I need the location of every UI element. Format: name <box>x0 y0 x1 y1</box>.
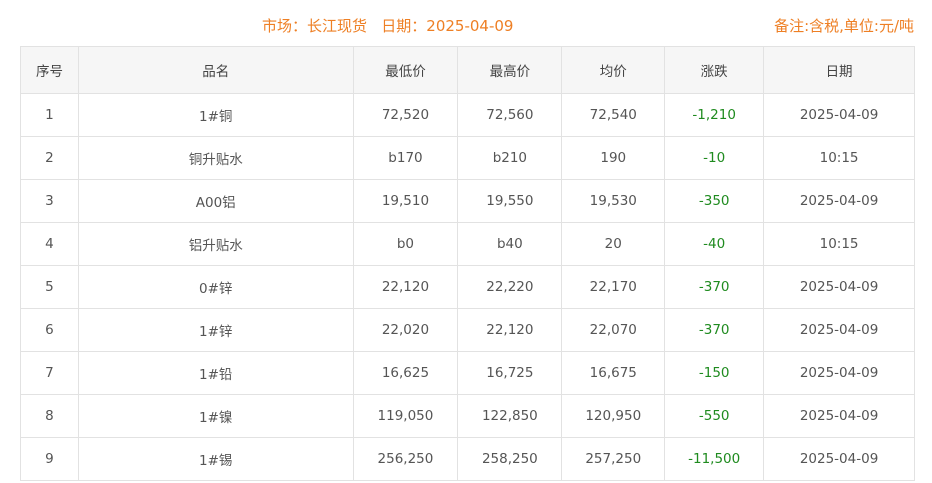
cell-date: 2025-04-09 <box>763 265 915 309</box>
cell-avg: 20 <box>561 222 666 266</box>
cell-index: 6 <box>20 308 79 352</box>
table-row: 2 铜升贴水 b170 b210 190 -10 10:15 <box>20 136 915 180</box>
cell-date: 2025-04-09 <box>763 351 915 395</box>
cell-date: 2025-04-09 <box>763 179 915 223</box>
cell-index: 7 <box>20 351 79 395</box>
cell-high: 122,850 <box>457 394 563 438</box>
cell-date: 2025-04-09 <box>763 394 915 438</box>
cell-high: 16,725 <box>457 351 563 395</box>
table-row: 5 0#锌 22,120 22,220 22,170 -370 2025-04-09 <box>20 265 915 309</box>
cell-low: 119,050 <box>352 394 459 438</box>
table-row: 9 1#锡 256,250 258,250 257,250 -11,500 2025-04-… <box>20 437 915 481</box>
cell-change: -550 <box>664 394 765 438</box>
cell-index: 2 <box>20 136 79 180</box>
cell-low: b0 <box>352 222 459 266</box>
cell-name: 0#锌 <box>77 265 354 309</box>
cell-low: 72,520 <box>352 93 459 137</box>
cell-change: -1,210 <box>664 93 765 137</box>
cell-change: -150 <box>664 351 765 395</box>
cell-high: 22,120 <box>457 308 563 352</box>
header-col-index: 序号 <box>20 46 79 94</box>
header-col-avg: 均价 <box>561 46 666 94</box>
table-header: 序号 品名 最低价 最高价 均价 涨跌 日期 <box>20 46 915 94</box>
cell-high: 19,550 <box>457 179 563 223</box>
cell-low: 22,020 <box>352 308 459 352</box>
header-col-name: 品名 <box>77 46 354 94</box>
header: 市场：长江现货 日期：2025-04-09 备注:含税,单位:元/吨 <box>0 0 932 46</box>
cell-date: 2025-04-09 <box>763 437 915 481</box>
cell-low: b170 <box>352 136 459 180</box>
price-table: 序号 品名 最低价 最高价 均价 涨跌 日期 1 1#铜 72,520 72,560 72,540-… <box>20 46 915 481</box>
cell-avg: 22,070 <box>561 308 666 352</box>
cell-index: 5 <box>20 265 79 309</box>
cell-change: -370 <box>664 265 765 309</box>
cell-low: 19,510 <box>352 179 459 223</box>
cell-change: -350 <box>664 179 765 223</box>
cell-date: 10:15 <box>763 222 915 266</box>
cell-name: A00铝 <box>77 179 354 223</box>
cell-avg: 16,675 <box>561 351 666 395</box>
market-date-title: 市场：长江现货 日期：2025-04-09 <box>262 17 514 35</box>
header-col-high: 最高价 <box>457 46 563 94</box>
table-row: 4 铝升贴水 b0 b40 20 -40 10:15 <box>20 222 915 266</box>
cell-avg: 120,950 <box>561 394 666 438</box>
cell-avg: 190 <box>561 136 666 180</box>
cell-low: 16,625 <box>352 351 459 395</box>
cell-name: 1#锡 <box>77 437 354 481</box>
table-row: 7 1#铅 16,625 16,725 16,675 -150 2025-04-09 <box>20 351 915 395</box>
cell-high: b40 <box>457 222 563 266</box>
cell-index: 8 <box>20 394 79 438</box>
header-col-change: 涨跌 <box>664 46 765 94</box>
cell-high: 72,560 <box>457 93 563 137</box>
header-col-date: 日期 <box>763 46 915 94</box>
cell-change: -10 <box>664 136 765 180</box>
cell-change: -370 <box>664 308 765 352</box>
cell-date: 2025-04-09 <box>763 308 915 352</box>
cell-high: b210 <box>457 136 563 180</box>
cell-index: 1 <box>20 93 79 137</box>
cell-name: 1#铜 <box>77 93 354 137</box>
cell-index: 3 <box>20 179 79 223</box>
cell-index: 9 <box>20 437 79 481</box>
cell-high: 258,250 <box>457 437 563 481</box>
table-row: 1 1#铜 72,520 72,560 72,540 -1,210 2025-04-09 <box>20 93 915 137</box>
cell-index: 4 <box>20 222 79 266</box>
cell-name: 铝升贴水 <box>77 222 354 266</box>
cell-avg: 257,250 <box>561 437 666 481</box>
table-row: 3 A00铝 19,510 19,550 19,530 -350 2025-04-09 <box>20 179 915 223</box>
cell-name: 1#铅 <box>77 351 354 395</box>
cell-high: 22,220 <box>457 265 563 309</box>
cell-change: -11,500 <box>664 437 765 481</box>
cell-low: 256,250 <box>352 437 459 481</box>
cell-avg: 19,530 <box>561 179 666 223</box>
unit-note: 备注:含税,单位:元/吨 <box>774 17 914 35</box>
cell-name: 铜升贴水 <box>77 136 354 180</box>
cell-name: 1#镍 <box>77 394 354 438</box>
cell-low: 22,120 <box>352 265 459 309</box>
cell-date: 10:15 <box>763 136 915 180</box>
cell-name: 1#锌 <box>77 308 354 352</box>
header-col-low: 最低价 <box>352 46 459 94</box>
cell-avg: 72,540 <box>561 93 666 137</box>
table-row: 6 1#锌 22,020 22,120 22,070 -370 2025-04-09 <box>20 308 915 352</box>
table-row: 8 1#镍 119,050 122,850 120,950 -550 2025-04-09 <box>20 394 915 438</box>
cell-avg: 22,170 <box>561 265 666 309</box>
cell-change: -40 <box>664 222 765 266</box>
cell-date: 2025-04-09 <box>763 93 915 137</box>
